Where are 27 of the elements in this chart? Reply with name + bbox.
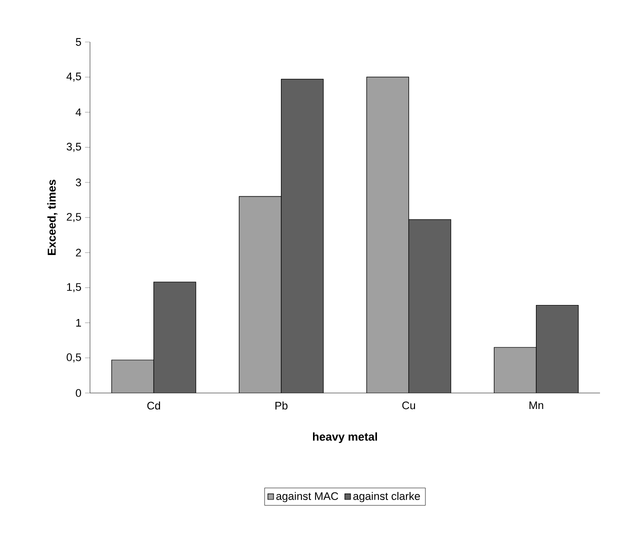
x-axis-title: heavy metal (313, 432, 377, 444)
bar (408, 220, 451, 393)
bar (366, 77, 409, 393)
bar (239, 196, 282, 393)
y-tick-label: 0,5 (66, 353, 82, 362)
x-tick-label: Pb (275, 402, 288, 410)
y-tick-label: 3 (76, 178, 82, 186)
y-tick-label: 2 (76, 248, 81, 256)
y-tick-label: 1 (76, 319, 81, 327)
x-tick-label: Cd (147, 402, 160, 410)
y-tick-label: 4 (76, 108, 82, 116)
x-tick-label: Cu (402, 402, 416, 410)
x-tick-label: Mn (530, 402, 544, 410)
bar (536, 304, 579, 393)
bar (112, 360, 154, 393)
legend-label: against MAC (276, 492, 338, 502)
y-tick-label: 1,5 (67, 283, 82, 292)
bar (281, 79, 324, 393)
y-tick-label: 5 (76, 38, 82, 46)
y-tick-label: 2,5 (66, 212, 82, 222)
bar (154, 282, 196, 393)
y-axis-title: Exceed, times (47, 180, 58, 255)
y-tick-label: 0 (76, 389, 82, 397)
y-tick-label: 4,5 (66, 72, 82, 82)
y-tick-label: 3,5 (66, 142, 82, 152)
bar (494, 347, 537, 393)
legend-label: against clarke (353, 492, 420, 502)
